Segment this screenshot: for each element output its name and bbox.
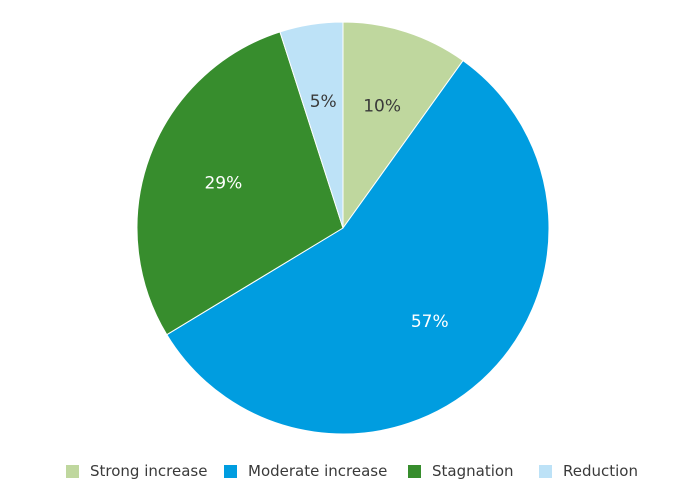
legend-swatch-strong-increase — [66, 464, 79, 478]
pie-label-moderate-increase: 57% — [411, 312, 449, 332]
pie-slice-stagnation — [136, 31, 344, 336]
legend-item-moderate-increase: Moderate increase — [224, 461, 387, 481]
pie-slice-labels: 10% 57% 29% 5% — [204, 92, 448, 332]
pie-label-reduction: 5% — [310, 92, 337, 112]
legend-swatch-stagnation — [408, 464, 421, 478]
pie-label-stagnation: 29% — [204, 173, 242, 193]
legend-label-moderate-increase: Moderate increase — [248, 462, 388, 480]
pie-slice-moderate-increase — [166, 59, 550, 435]
pie-slice-strong-increase — [342, 21, 464, 230]
legend-item-reduction: Reduction — [539, 461, 638, 481]
legend-label-reduction: Reduction — [563, 462, 638, 480]
pie-label-strong-increase: 10% — [363, 96, 401, 116]
legend: Strong increase Moderate increase Stagna… — [0, 461, 700, 481]
pie-slice-reduction — [279, 21, 344, 229]
legend-swatch-moderate-increase — [224, 464, 237, 478]
legend-item-stagnation: Stagnation — [408, 461, 514, 481]
legend-swatch-reduction — [539, 464, 552, 478]
legend-label-stagnation: Stagnation — [432, 462, 514, 480]
pie-slices — [136, 21, 550, 435]
legend-item-strong-increase: Strong increase — [66, 461, 207, 481]
legend-label-strong-increase: Strong increase — [90, 462, 208, 480]
